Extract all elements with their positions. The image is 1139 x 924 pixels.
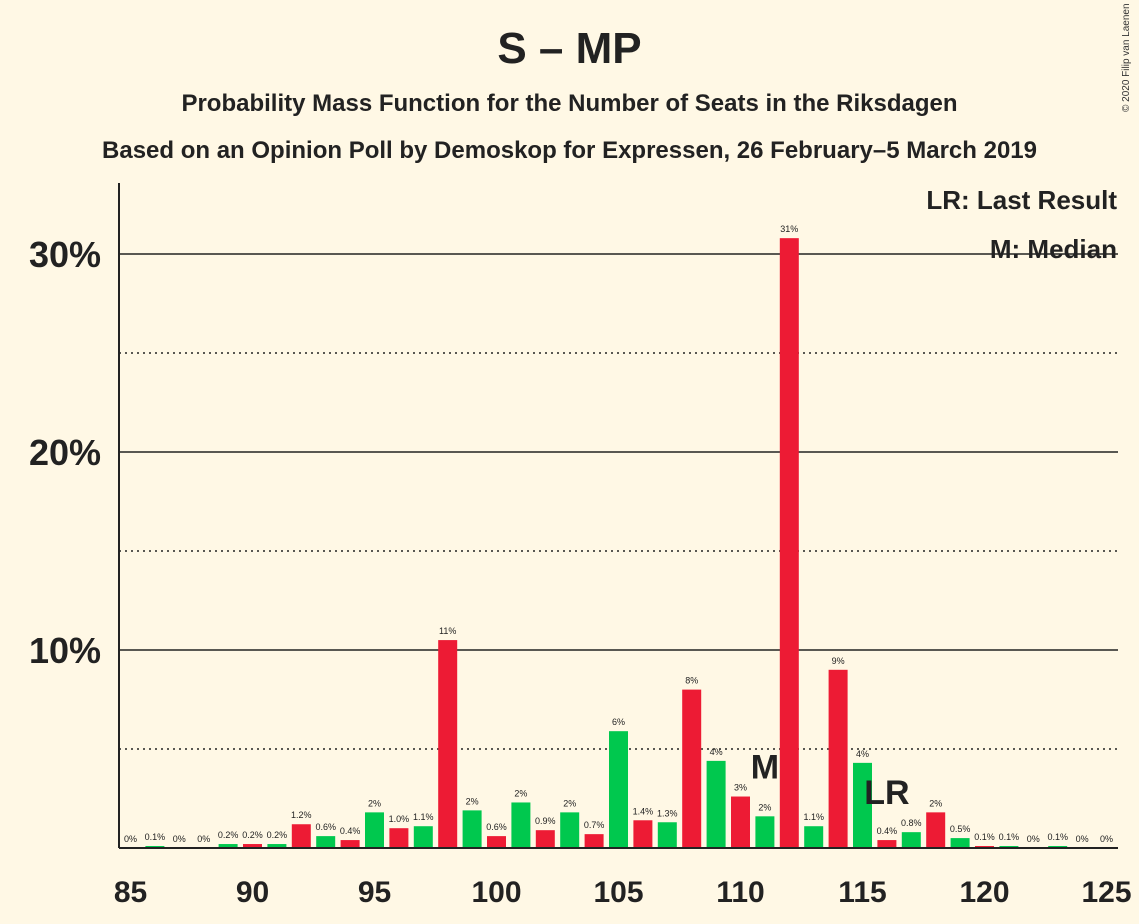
- bar-value-label: 0.6%: [486, 822, 507, 832]
- bar-series: [145, 238, 1068, 848]
- bar: [340, 840, 360, 848]
- x-tick-label: 90: [236, 876, 269, 909]
- x-tick-label: 120: [959, 876, 1009, 909]
- bar-value-label: 3%: [734, 783, 747, 793]
- bar: [560, 812, 580, 848]
- bar-value-label: 1.4%: [633, 806, 654, 816]
- bar-value-label: 9%: [832, 656, 845, 666]
- x-tick-label: 105: [593, 876, 643, 909]
- axes: 85 90 95 100 105 110 115 120 125 M LR: [114, 183, 1132, 909]
- bar-value-label: 1.2%: [291, 810, 312, 820]
- bar: [950, 838, 970, 848]
- x-tick-label: 95: [358, 876, 391, 909]
- chart-subtitle: Probability Mass Function for the Number…: [181, 90, 958, 117]
- bar-value-label: 8%: [685, 676, 698, 686]
- legend-median: M: Median: [990, 234, 1117, 264]
- bar-value-label: 0.1%: [1047, 832, 1068, 842]
- bar-value-label: 0.4%: [340, 826, 361, 836]
- x-tick-label: 100: [471, 876, 521, 909]
- bar-value-label: 2%: [758, 802, 771, 812]
- bar-value-label: 0.9%: [535, 816, 556, 826]
- bar: [755, 816, 775, 848]
- bar: [853, 762, 872, 848]
- bar-value-label: 1.0%: [389, 814, 410, 824]
- x-tick-label: 125: [1081, 876, 1131, 909]
- last-result-marker: LR: [864, 774, 909, 812]
- bar-value-label: 0.5%: [950, 824, 971, 834]
- bar-value-label: 0.1%: [974, 832, 995, 842]
- x-tick-label: 115: [838, 876, 886, 909]
- bar: [633, 820, 653, 848]
- bar: [291, 824, 311, 848]
- grid-lines: 10% 20% 30%: [29, 234, 1118, 750]
- bar-value-label: 4%: [856, 749, 869, 759]
- bar: [657, 822, 677, 848]
- bar: [316, 836, 336, 848]
- bar-value-label: 1.1%: [803, 812, 824, 822]
- bar-value-label: 0.4%: [877, 826, 898, 836]
- bar-value-label: 0.2%: [218, 830, 239, 840]
- bar: [218, 844, 238, 848]
- bar: [511, 802, 531, 848]
- bar: [901, 832, 921, 848]
- median-marker: M: [751, 748, 779, 786]
- bar-value-label: 0%: [1100, 834, 1113, 844]
- bar-value-label: 0%: [124, 834, 137, 844]
- bar-value-label: 2%: [514, 788, 527, 798]
- bar: [267, 844, 287, 848]
- bar-value-label: 2%: [368, 798, 381, 808]
- bar-value-label: 0.1%: [145, 832, 166, 842]
- legend-last-result: LR: Last Result: [926, 185, 1117, 215]
- bar-value-label: 4%: [710, 747, 723, 757]
- bar-value-label: 1.1%: [413, 812, 434, 822]
- bar: [926, 812, 946, 848]
- bar: [804, 826, 824, 848]
- bar: [779, 238, 799, 848]
- x-tick-label: 85: [114, 876, 147, 909]
- bar-value-label: 0%: [1076, 834, 1089, 844]
- bar-value-label: 11%: [439, 626, 456, 636]
- bar-value-label: 0.7%: [584, 820, 605, 830]
- bar-value-label: 2%: [563, 798, 576, 808]
- x-tick-label: 110: [716, 876, 764, 909]
- bar: [438, 640, 458, 848]
- bar: [365, 812, 384, 848]
- bar-value-label: 2%: [466, 796, 479, 806]
- bar: [487, 836, 506, 848]
- y-tick-label: 30%: [29, 234, 101, 275]
- bar: [877, 840, 897, 848]
- y-tick-label: 20%: [29, 432, 101, 473]
- y-tick-label: 10%: [29, 630, 101, 671]
- bar: [609, 731, 628, 848]
- bar: [828, 669, 848, 848]
- bar: [682, 689, 702, 848]
- bar-value-label: 31%: [780, 224, 798, 234]
- bar: [706, 760, 726, 848]
- bar-value-label: 6%: [612, 717, 625, 727]
- bar-value-label: 0.8%: [901, 818, 922, 828]
- bar-value-label: 0%: [197, 834, 210, 844]
- bar-value-label: 1.3%: [657, 808, 678, 818]
- bar: [413, 826, 433, 848]
- chart-subtitle-source: Based on an Opinion Poll by Demoskop for…: [102, 137, 1037, 164]
- bar-value-label: 0.2%: [267, 830, 288, 840]
- bar-value-label: 0.2%: [242, 830, 263, 840]
- bar: [389, 828, 409, 848]
- bar-value-label: 2%: [929, 798, 942, 808]
- bar-value-label: 0%: [173, 834, 186, 844]
- bar: [243, 844, 262, 848]
- bar: [731, 796, 750, 848]
- bar-value-label: 0%: [1027, 834, 1040, 844]
- bar-value-label: 0.6%: [315, 822, 336, 832]
- chart-title: S – MP: [497, 24, 642, 73]
- bar: [535, 830, 555, 848]
- bar: [584, 834, 604, 848]
- bar: [462, 810, 482, 848]
- bar-value-label: 0.1%: [999, 832, 1020, 842]
- bar-labels: 0% 0.1% 0% 0% 0.2% 0.2% 0.2%1.2%0.6% 0.4%2%1.0%…: [124, 224, 1113, 844]
